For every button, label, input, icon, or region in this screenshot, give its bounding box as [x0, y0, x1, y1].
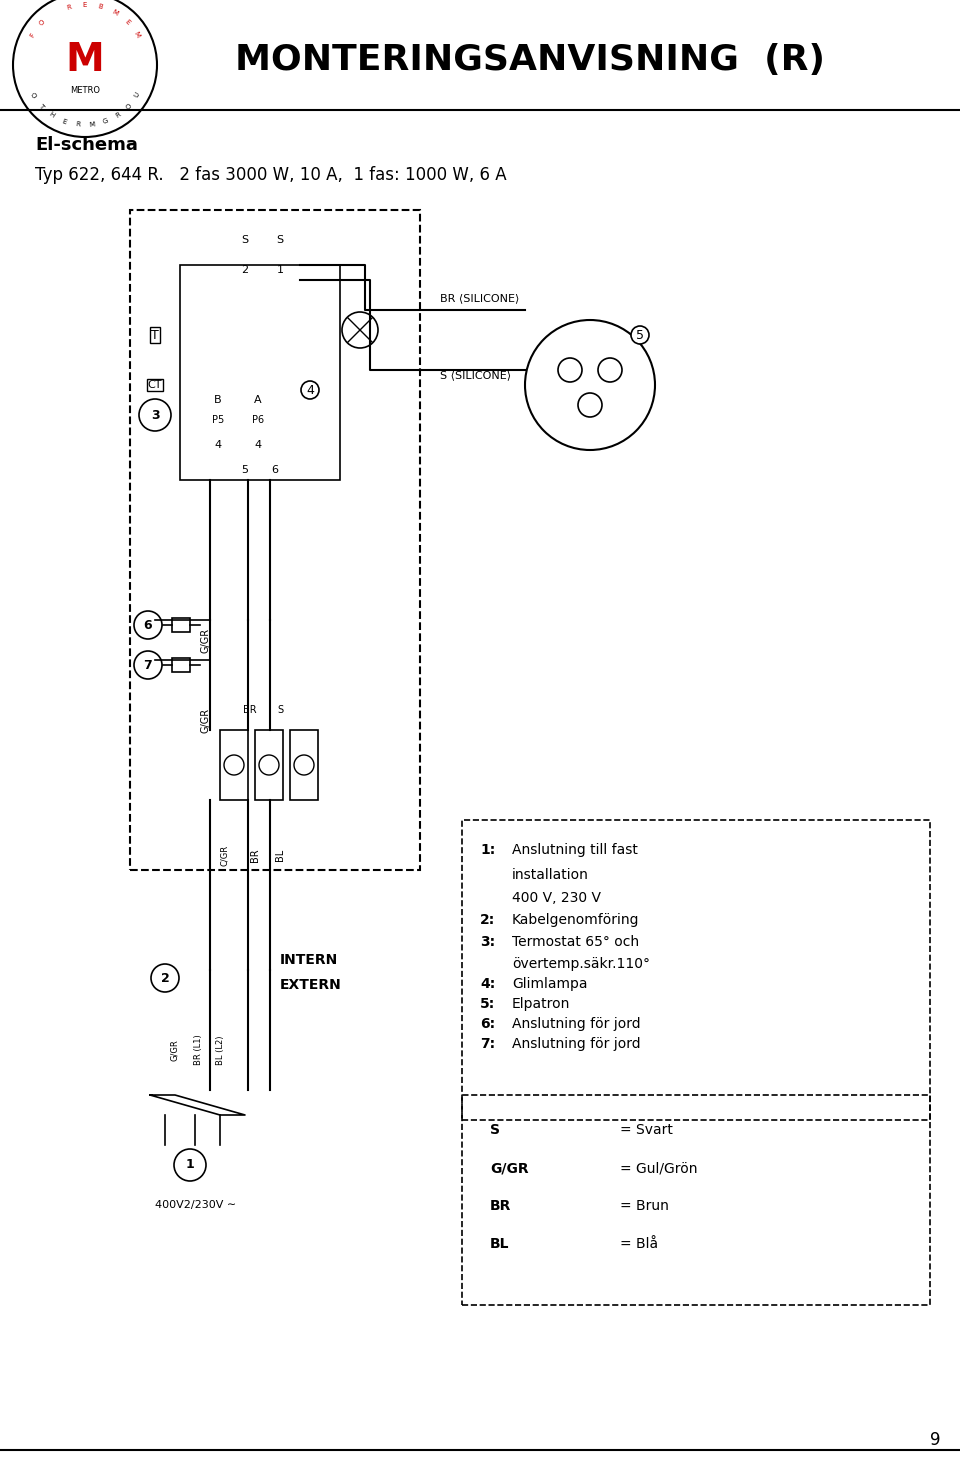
Text: 1: 1 [185, 1159, 194, 1172]
Text: = Blå: = Blå [620, 1236, 659, 1251]
Text: E: E [83, 1, 87, 7]
Text: BL: BL [275, 848, 285, 861]
Text: M: M [88, 122, 95, 127]
Text: 4:: 4: [480, 977, 495, 990]
Text: = Brun: = Brun [620, 1198, 669, 1213]
Text: S: S [490, 1124, 500, 1137]
Text: EXTERN: EXTERN [280, 979, 342, 992]
Text: Elpatron: Elpatron [512, 998, 570, 1011]
Text: BL (L2): BL (L2) [215, 1036, 225, 1065]
Text: 1: 1 [276, 265, 283, 275]
Text: Anslutning för jord: Anslutning för jord [512, 1017, 640, 1031]
Text: BL: BL [490, 1236, 510, 1251]
Text: El-schema: El-schema [35, 136, 138, 154]
Text: F: F [30, 32, 36, 38]
Text: 6: 6 [272, 464, 278, 475]
Bar [255, 730, 283, 800]
Text: 7: 7 [144, 658, 153, 671]
Text: 2: 2 [160, 971, 169, 984]
Text: E: E [61, 117, 67, 125]
Text: T: T [37, 103, 45, 110]
Text: 9: 9 [929, 1431, 940, 1449]
Bar [462, 1094, 930, 1305]
Text: 5:: 5: [480, 998, 495, 1011]
Text: CT: CT [148, 379, 162, 390]
Text: installation: installation [512, 867, 588, 882]
Text: U: U [133, 91, 141, 98]
Text: R: R [66, 3, 73, 10]
Text: 400V2/230V ∼: 400V2/230V ∼ [155, 1200, 236, 1210]
Text: E: E [124, 19, 132, 26]
Text: BR: BR [490, 1198, 512, 1213]
Text: 400 V, 230 V: 400 V, 230 V [512, 891, 601, 905]
Text: M: M [65, 41, 105, 79]
Text: 5: 5 [242, 464, 249, 475]
Text: = Svart: = Svart [620, 1124, 673, 1137]
Text: 5: 5 [636, 328, 644, 341]
Text: G/GR: G/GR [200, 627, 210, 652]
Text: = Gul/Grön: = Gul/Grön [620, 1160, 698, 1175]
Text: 3:: 3: [480, 935, 495, 949]
Text: P6: P6 [252, 415, 264, 425]
Text: S: S [276, 705, 283, 715]
Bar [220, 730, 248, 800]
Text: R: R [114, 111, 122, 119]
Text: Anslutning för jord: Anslutning för jord [512, 1037, 640, 1050]
Text: 3: 3 [151, 409, 159, 422]
Text: 2:: 2: [480, 913, 495, 927]
Text: BR (L1): BR (L1) [194, 1034, 203, 1065]
Text: P5: P5 [212, 415, 224, 425]
Text: 6:: 6: [480, 1017, 495, 1031]
Text: 6: 6 [144, 618, 153, 631]
Text: G/GR: G/GR [171, 1039, 180, 1061]
Text: 4: 4 [306, 384, 314, 397]
Text: S ⟨SILICONE⟩: S ⟨SILICONE⟩ [440, 371, 511, 379]
Text: Anslutning till fast: Anslutning till fast [512, 842, 637, 857]
Text: Kabelgenomföring: Kabelgenomföring [512, 913, 639, 927]
Text: Termostat 65° och: Termostat 65° och [512, 935, 639, 949]
Text: G: G [102, 117, 109, 125]
Text: 4: 4 [214, 440, 222, 450]
Bar [172, 658, 190, 672]
Text: A: A [254, 396, 262, 404]
Text: C/GR: C/GR [221, 844, 229, 866]
Text: O: O [125, 103, 132, 110]
Text: METRO: METRO [70, 85, 100, 95]
Bar [180, 265, 340, 481]
Text: Typ 622, 644 R.   2 fas 3000 W, 10 A,  1 fas: 1000 W, 6 A: Typ 622, 644 R. 2 fas 3000 W, 10 A, 1 fa… [35, 166, 507, 185]
Text: BR: BR [250, 848, 260, 861]
Text: H: H [48, 111, 56, 119]
Text: T: T [151, 328, 158, 341]
Text: 1:: 1: [480, 842, 495, 857]
Text: INTERN: INTERN [280, 954, 338, 967]
Bar [172, 618, 190, 631]
Text: B: B [214, 396, 222, 404]
Text: S: S [276, 234, 283, 245]
Text: övertemp.säkr.110°: övertemp.säkr.110° [512, 957, 650, 971]
Text: BR: BR [243, 705, 257, 715]
Text: 4: 4 [254, 440, 261, 450]
Text: B: B [98, 3, 104, 10]
Text: BR ⟨SILICONE⟩: BR ⟨SILICONE⟩ [440, 293, 519, 303]
Text: M: M [111, 9, 119, 18]
Text: G/GR: G/GR [200, 708, 210, 732]
Text: MONTERINGSANVISNING  (R): MONTERINGSANVISNING (R) [235, 42, 825, 78]
Text: R: R [75, 122, 81, 127]
Text: Glimlampa: Glimlampa [512, 977, 588, 990]
Text: O: O [38, 19, 47, 26]
Bar [130, 209, 420, 870]
Text: G/GR: G/GR [490, 1160, 529, 1175]
Text: M: M [132, 31, 141, 40]
Bar [290, 730, 318, 800]
Text: 7:: 7: [480, 1037, 495, 1050]
Text: S: S [241, 234, 249, 245]
Text: O: O [29, 91, 37, 98]
Text: 2: 2 [241, 265, 249, 275]
Bar [462, 820, 930, 1121]
